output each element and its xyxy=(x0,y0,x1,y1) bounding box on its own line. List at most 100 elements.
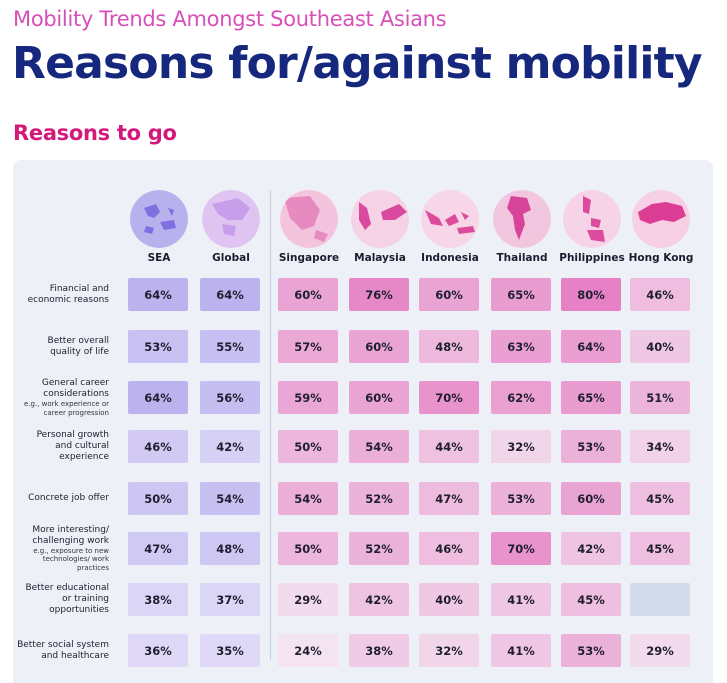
data-cell: 53% xyxy=(561,634,621,667)
indonesia-map-icon xyxy=(421,190,479,248)
data-cell: 45% xyxy=(561,583,621,616)
kicker-title: Mobility Trends Amongst Southeast Asians xyxy=(13,7,447,31)
global-globe-icon xyxy=(202,190,260,248)
row-label-text: Concrete job offer xyxy=(28,493,109,503)
data-cell: 29% xyxy=(630,634,690,667)
data-cell: 53% xyxy=(128,330,188,363)
data-cell: 37% xyxy=(200,583,260,616)
data-cell: 42% xyxy=(561,532,621,565)
data-cell: 50% xyxy=(278,430,338,463)
data-cell: 52% xyxy=(349,532,409,565)
row-label-text: General career considerations xyxy=(41,378,109,399)
row-label: Better overall quality of life xyxy=(17,336,109,358)
data-cell: 42% xyxy=(349,583,409,616)
data-cell: 46% xyxy=(630,278,690,311)
data-cell: 48% xyxy=(200,532,260,565)
philippines-map-icon xyxy=(563,190,621,248)
row-label: General career considerations e.g., work … xyxy=(17,378,109,417)
data-cell: 54% xyxy=(349,430,409,463)
row-label-text: Better educational or training opportuni… xyxy=(25,583,109,615)
data-cell: 59% xyxy=(278,381,338,414)
data-cell: 65% xyxy=(491,278,551,311)
row-label: Concrete job offer xyxy=(17,493,109,504)
thailand-map-icon xyxy=(493,190,551,248)
malaysia-map-icon xyxy=(351,190,409,248)
data-cell: 38% xyxy=(128,583,188,616)
column-header: Malaysia xyxy=(354,252,406,264)
data-cell: 60% xyxy=(561,482,621,515)
data-cell: 50% xyxy=(278,532,338,565)
data-cell: 60% xyxy=(349,330,409,363)
row-label: Personal growth and cultural experience xyxy=(17,430,109,463)
data-cell: 50% xyxy=(128,482,188,515)
data-cell: 53% xyxy=(561,430,621,463)
data-cell: 57% xyxy=(278,330,338,363)
data-cell: 53% xyxy=(491,482,551,515)
row-label-text: Better social system and healthcare xyxy=(17,639,109,661)
row-label: More interesting/ challenging work e.g., … xyxy=(17,525,109,573)
data-cell: 60% xyxy=(419,278,479,311)
section-title: Reasons to go xyxy=(13,121,177,145)
data-cell: 45% xyxy=(630,482,690,515)
data-cell: 48% xyxy=(419,330,479,363)
data-cell: 34% xyxy=(630,430,690,463)
row-label: Better social system and healthcare xyxy=(17,640,109,662)
data-cell: 35% xyxy=(200,634,260,667)
data-cell: 41% xyxy=(491,583,551,616)
page-title: Reasons for/against mobility xyxy=(12,38,703,89)
row-label-text: Personal growth and cultural experience xyxy=(36,430,109,462)
data-cell: 54% xyxy=(278,482,338,515)
column-header: Philippines xyxy=(559,252,625,264)
data-cell: 40% xyxy=(419,583,479,616)
singapore-map-icon xyxy=(280,190,338,248)
column-header: Thailand xyxy=(496,252,548,264)
data-cell: 41% xyxy=(491,634,551,667)
data-cell: 29% xyxy=(278,583,338,616)
column-header: Indonesia xyxy=(421,252,479,264)
column-divider xyxy=(270,190,271,660)
data-cell: 32% xyxy=(491,430,551,463)
column-header: Singapore xyxy=(278,252,340,264)
row-label-text: More interesting/ challenging work xyxy=(32,524,109,546)
data-cell: 64% xyxy=(128,278,188,311)
data-cell: 47% xyxy=(128,532,188,565)
data-cell: 36% xyxy=(128,634,188,667)
data-cell: 51% xyxy=(630,381,690,414)
data-cell: 63% xyxy=(491,330,551,363)
data-cell: 52% xyxy=(349,482,409,515)
data-cell: 64% xyxy=(561,330,621,363)
data-cell: 46% xyxy=(419,532,479,565)
data-cell: 47% xyxy=(419,482,479,515)
data-cell: 65% xyxy=(561,381,621,414)
data-cell: 42% xyxy=(200,430,260,463)
data-cell: 60% xyxy=(349,381,409,414)
column-header: SEA xyxy=(147,252,171,264)
data-cell: 64% xyxy=(200,278,260,311)
row-label: Better educational or training opportuni… xyxy=(17,583,109,616)
data-cell: 70% xyxy=(491,532,551,565)
column-header: Hong Kong xyxy=(628,252,694,264)
data-cell: 76% xyxy=(349,278,409,311)
data-cell: 70% xyxy=(419,381,479,414)
data-cell: 56% xyxy=(200,381,260,414)
row-label-text: Financial and economic reasons xyxy=(27,283,109,305)
sea-globe-icon xyxy=(130,190,188,248)
data-cell: 55% xyxy=(200,330,260,363)
data-cell: 80% xyxy=(561,278,621,311)
row-label: Financial and economic reasons xyxy=(17,284,109,306)
data-cell: 44% xyxy=(419,430,479,463)
chart-panel: SEA Global Singapore Malaysia Indonesia Thail… xyxy=(13,160,713,683)
data-cell: 54% xyxy=(200,482,260,515)
data-cell: 62% xyxy=(491,381,551,414)
data-cell: 46% xyxy=(128,430,188,463)
data-cell: 45% xyxy=(630,532,690,565)
row-label-subtext: e.g., work experience or career progress… xyxy=(24,400,109,417)
row-label-text: Better overall quality of life xyxy=(47,335,109,357)
data-cell: 38% xyxy=(349,634,409,667)
data-cell: 64% xyxy=(128,381,188,414)
hong-kong-map-icon xyxy=(632,190,690,248)
data-cell: 24% xyxy=(278,634,338,667)
column-header: Global xyxy=(212,252,250,264)
data-cell: 32% xyxy=(419,634,479,667)
data-cell: 40% xyxy=(630,330,690,363)
